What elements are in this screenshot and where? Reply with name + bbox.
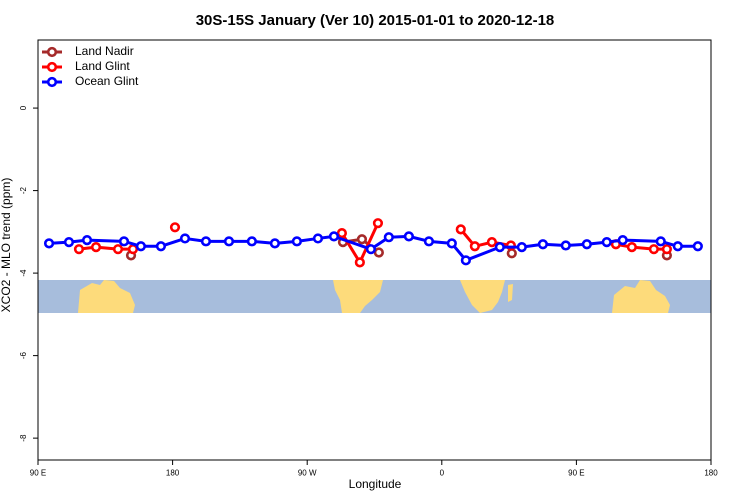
data-point — [365, 244, 377, 255]
legend-marker — [46, 46, 58, 58]
data-point — [373, 247, 384, 258]
data-point — [354, 257, 365, 268]
data-point — [90, 242, 102, 253]
data-point — [312, 233, 324, 244]
data-point — [73, 244, 85, 255]
data-point — [291, 236, 302, 247]
data-point — [135, 241, 146, 252]
legend-label: Land Nadir — [75, 44, 134, 58]
x-tick-label: 90 W — [298, 469, 317, 478]
data-point — [328, 231, 340, 242]
data-point — [626, 242, 637, 253]
data-point — [648, 244, 659, 255]
data-point — [118, 236, 130, 247]
x-axis-label: Longitude — [349, 477, 402, 491]
data-point — [127, 244, 139, 255]
data-point — [537, 239, 548, 250]
data-point — [155, 241, 167, 252]
data-point — [112, 244, 124, 255]
data-point — [486, 237, 498, 248]
data-point — [516, 242, 527, 253]
data-point — [692, 241, 703, 252]
y-tick-label: -8 — [19, 434, 28, 442]
x-tick-label: 0 — [440, 469, 445, 478]
data-point — [672, 241, 683, 252]
data-point — [403, 231, 414, 242]
data-point — [269, 238, 280, 249]
land — [460, 280, 513, 313]
x-tick-label: 180 — [704, 469, 718, 478]
data-point — [356, 234, 368, 245]
data-point — [506, 248, 517, 259]
y-tick-label: -2 — [19, 186, 28, 194]
land — [612, 280, 670, 313]
data-point — [655, 236, 666, 247]
plot-frame — [37, 39, 712, 461]
data-point — [455, 224, 466, 235]
data-point — [179, 233, 191, 244]
x-tick-label: 180 — [166, 469, 180, 478]
data-point — [494, 242, 505, 253]
data-point — [246, 236, 257, 247]
legend-label: Ocean Glint — [75, 74, 139, 88]
data-point — [560, 240, 571, 251]
chart-title: 30S-15S January (Ver 10) 2015-01-01 to 2… — [196, 12, 555, 29]
data-point — [661, 244, 672, 255]
data-point — [169, 222, 181, 233]
x-tick-label: 90 E — [568, 469, 584, 478]
land — [333, 280, 383, 313]
y-axis-label: XCO2 - MLO trend (ppm) — [0, 178, 13, 313]
x-tick-label: 90 E — [30, 469, 46, 478]
map-strip — [38, 280, 711, 313]
legend-marker — [46, 76, 58, 88]
data-point — [43, 238, 55, 249]
data-point — [200, 236, 212, 247]
y-tick-label: 0 — [19, 105, 28, 110]
y-tick-label: -4 — [19, 269, 28, 277]
data-point — [223, 236, 235, 247]
data-point — [336, 227, 347, 239]
data-point — [383, 232, 394, 243]
data-point — [581, 239, 592, 250]
legend-label: Land Glint — [75, 59, 130, 73]
data-point — [446, 238, 457, 249]
data-point — [601, 237, 612, 248]
data-point — [63, 237, 75, 248]
data-point — [460, 255, 471, 266]
legend-marker — [46, 61, 58, 73]
data-point — [372, 218, 384, 229]
land — [78, 280, 135, 313]
y-tick-label: -6 — [19, 352, 28, 360]
data-point — [81, 234, 93, 246]
data-point — [469, 241, 480, 252]
data-point — [423, 236, 435, 247]
data-point — [617, 234, 628, 246]
